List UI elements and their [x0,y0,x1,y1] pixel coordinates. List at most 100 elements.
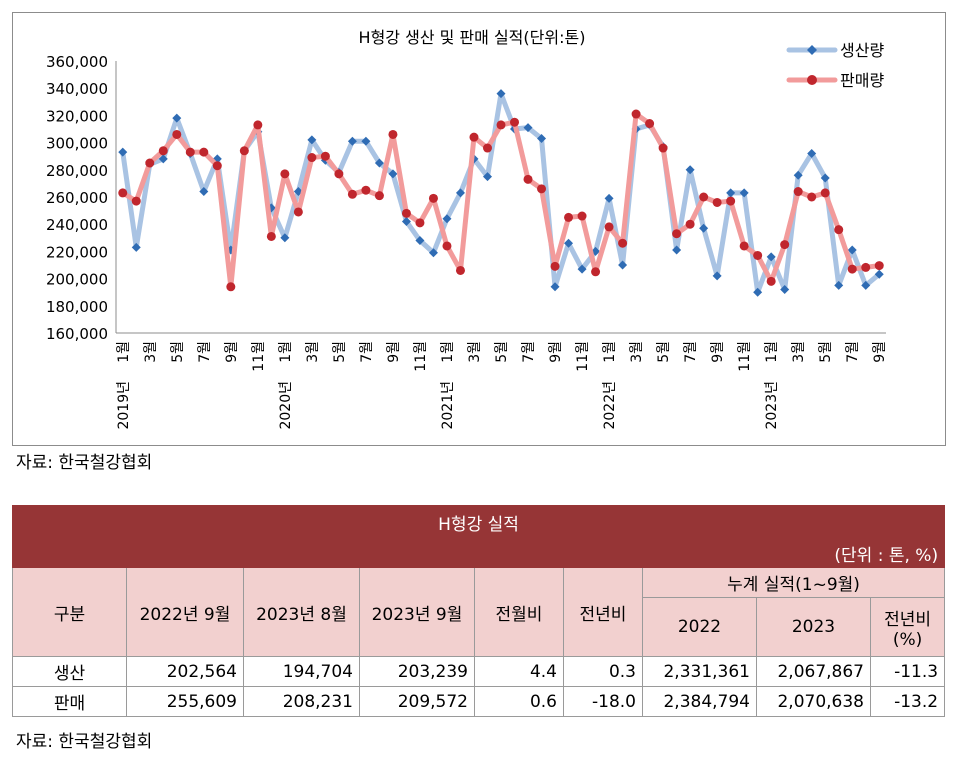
x-tick-label: 3월 [791,341,807,363]
data-point [442,241,452,251]
data-point [482,172,492,182]
data-point [199,147,209,157]
header-2022-sep: 2022년 9월 [126,567,244,657]
data-point [672,229,682,239]
x-year-label: 2023년 [764,381,780,430]
row-label-production: 생산 [12,656,127,687]
data-point [226,282,236,292]
data-point [672,245,682,255]
data-point [415,218,425,228]
data-point [347,136,357,146]
y-tick-label: 260,000 [46,189,108,207]
data-point [645,119,655,129]
data-point [564,212,574,222]
performance-table: H형강 실적 (단위 : 톤, %) 구분 2022년 9월 2023년 8월 … [11,505,946,717]
cell-value: 203,239 [359,656,475,687]
x-year-label: 2019년 [116,381,132,430]
data-point [766,276,776,286]
x-tick-label: 3월 [305,341,321,363]
x-tick-label: 7월 [521,341,537,363]
series-layer [118,89,884,297]
x-tick-label: 1월 [440,341,456,363]
table-row: 판매 255,609 208,231 209,572 0.6 -18.0 2,3… [12,686,946,717]
data-point [861,280,871,290]
cell-value: 202,564 [126,656,244,687]
x-tick-label: 5월 [818,341,834,363]
y-tick-label: 160,000 [46,325,108,343]
row-label-sales: 판매 [12,686,127,717]
y-tick-label: 200,000 [46,271,108,289]
x-tick-label: 11월 [737,341,753,372]
data-point [739,241,749,251]
chart-title: H형강 생산 및 판매 실적(단위:톤) [359,28,586,47]
data-point [577,264,587,274]
data-point [537,184,547,194]
x-tick-label: 11월 [575,341,591,372]
cell-value: 2,070,638 [756,686,871,717]
data-point [145,158,155,168]
legend-marker [807,75,817,85]
x-tick-label: 3월 [629,341,645,363]
x-tick-label: 9월 [548,341,564,363]
x-tick-label: 11월 [251,341,267,372]
cell-value: -11.3 [869,656,946,687]
header-cum-2023: 2023 [756,597,871,657]
data-point [780,240,790,250]
data-point [550,282,560,292]
x-tick-label: 7월 [197,341,213,363]
x-year-label: 2020년 [278,381,294,430]
data-point [361,136,371,146]
header-cum-yoy-label: 전년비 [884,609,931,630]
y-tick-label: 240,000 [46,216,108,234]
data-point [428,193,438,203]
data-point [118,188,128,198]
data-point [496,89,506,99]
legend-marker [807,45,817,55]
data-point [185,147,195,157]
data-point [523,174,533,184]
x-tick-label: 11월 [413,341,429,372]
header-2023-aug: 2023년 8월 [243,567,360,657]
data-point [401,208,411,218]
data-point [631,109,641,119]
cell-value: 209,572 [359,686,475,717]
data-point [523,123,533,133]
data-point [158,154,168,164]
data-point [618,260,628,270]
data-point [537,134,547,144]
x-tick-label: 5월 [494,341,510,363]
data-point [834,225,844,235]
data-point [820,173,830,183]
data-point [361,185,371,195]
y-tick-label: 180,000 [46,298,108,316]
cell-value: 255,609 [126,686,244,717]
data-point [374,158,384,168]
data-point [847,264,857,274]
data-point [699,223,709,233]
data-point [618,238,628,248]
data-point [455,265,465,275]
data-point [847,245,857,255]
x-tick-label: 7월 [845,341,861,363]
data-point [469,132,479,142]
y-tick-label: 220,000 [46,243,108,261]
data-point [739,188,749,198]
data-point [496,120,506,130]
x-tick-label: 9월 [872,341,888,363]
data-point [604,193,614,203]
data-point [118,147,128,157]
data-point [658,143,668,153]
table-row: 생산 202,564 194,704 203,239 4.4 0.3 2,331… [12,656,946,687]
data-point [442,214,452,224]
data-point [374,191,384,201]
data-point [131,242,141,252]
data-point [239,146,249,156]
data-point [874,261,884,271]
header-yoy: 전년비 [563,567,643,657]
cell-value: 2,331,361 [642,656,757,687]
data-point [388,129,398,139]
cell-value: -18.0 [563,686,643,717]
source-note-bottom: 자료: 한국철강협회 [16,732,153,752]
data-point [577,211,587,221]
y-tick-label: 360,000 [46,53,108,71]
